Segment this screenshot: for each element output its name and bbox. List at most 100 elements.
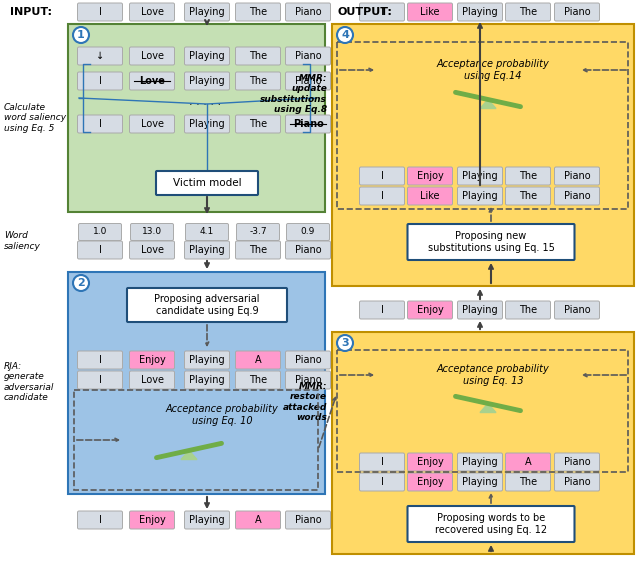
Circle shape [73, 275, 89, 291]
Text: The: The [519, 477, 537, 487]
FancyBboxPatch shape [360, 167, 404, 185]
Text: Proposing adversarial
candidate using Eq.9: Proposing adversarial candidate using Eq… [154, 294, 260, 316]
FancyBboxPatch shape [236, 371, 280, 389]
Text: Piano: Piano [294, 51, 321, 61]
Polygon shape [480, 99, 496, 109]
FancyBboxPatch shape [554, 187, 600, 205]
Bar [68, 272, 325, 494]
Circle shape [337, 335, 353, 351]
Text: Playing: Playing [462, 457, 498, 467]
FancyBboxPatch shape [129, 72, 175, 90]
FancyBboxPatch shape [458, 3, 502, 21]
Text: 3: 3 [341, 338, 349, 348]
Circle shape [73, 27, 89, 43]
Text: 0.9: 0.9 [301, 228, 315, 236]
FancyBboxPatch shape [129, 3, 175, 21]
Text: The: The [249, 245, 267, 255]
Text: I: I [381, 457, 383, 467]
FancyBboxPatch shape [129, 371, 175, 389]
Bar [68, 24, 325, 212]
Text: INPUT:: INPUT: [10, 7, 52, 17]
FancyBboxPatch shape [237, 224, 280, 240]
Text: I: I [381, 477, 383, 487]
Bar [337, 350, 628, 472]
Text: The: The [519, 305, 537, 315]
FancyBboxPatch shape [129, 47, 175, 65]
FancyBboxPatch shape [77, 3, 122, 21]
Text: . . . . .: . . . . . [189, 97, 221, 107]
FancyBboxPatch shape [129, 351, 175, 369]
Text: The: The [519, 7, 537, 17]
Text: Playing: Playing [462, 7, 498, 17]
Text: Acceptance probability
using Eq. 13: Acceptance probability using Eq. 13 [436, 364, 549, 386]
FancyBboxPatch shape [184, 371, 230, 389]
Text: Playing: Playing [462, 171, 498, 181]
FancyBboxPatch shape [554, 473, 600, 491]
FancyBboxPatch shape [360, 301, 404, 319]
FancyBboxPatch shape [184, 115, 230, 133]
FancyBboxPatch shape [408, 301, 452, 319]
FancyBboxPatch shape [131, 224, 173, 240]
Text: I: I [381, 171, 383, 181]
Text: I: I [381, 191, 383, 201]
Text: I: I [99, 375, 101, 385]
Text: The: The [249, 119, 267, 129]
Text: 13.0: 13.0 [142, 228, 162, 236]
Text: Piano: Piano [292, 119, 323, 129]
Text: Piano: Piano [564, 457, 590, 467]
FancyBboxPatch shape [360, 453, 404, 471]
Text: The: The [249, 375, 267, 385]
Text: Love: Love [141, 375, 163, 385]
Text: 4: 4 [341, 30, 349, 40]
FancyBboxPatch shape [554, 453, 600, 471]
FancyBboxPatch shape [506, 3, 550, 21]
Text: Piano: Piano [294, 76, 321, 86]
FancyBboxPatch shape [506, 167, 550, 185]
Bar [332, 24, 634, 286]
FancyBboxPatch shape [127, 288, 287, 322]
FancyBboxPatch shape [77, 47, 122, 65]
FancyBboxPatch shape [129, 241, 175, 259]
Text: Piano: Piano [294, 375, 321, 385]
Text: Piano: Piano [294, 515, 321, 525]
FancyBboxPatch shape [458, 473, 502, 491]
Text: Piano: Piano [564, 7, 590, 17]
Text: Acceptance probability
using Eq. 10: Acceptance probability using Eq. 10 [166, 404, 278, 426]
FancyBboxPatch shape [287, 224, 330, 240]
Text: 2: 2 [77, 278, 85, 288]
FancyBboxPatch shape [184, 3, 230, 21]
Text: Proposing new
substitutions using Eq. 15: Proposing new substitutions using Eq. 15 [428, 231, 554, 253]
Text: A: A [255, 355, 261, 365]
FancyBboxPatch shape [77, 115, 122, 133]
Text: Love: Love [139, 76, 165, 86]
Text: Enjoy: Enjoy [417, 171, 444, 181]
FancyBboxPatch shape [236, 3, 280, 21]
FancyBboxPatch shape [236, 72, 280, 90]
Text: I: I [99, 355, 101, 365]
FancyBboxPatch shape [408, 453, 452, 471]
Text: Acceptance probability
using Eq.14: Acceptance probability using Eq.14 [436, 59, 549, 81]
FancyBboxPatch shape [285, 47, 330, 65]
Bar [332, 332, 634, 554]
FancyBboxPatch shape [408, 473, 452, 491]
FancyBboxPatch shape [458, 187, 502, 205]
FancyBboxPatch shape [506, 187, 550, 205]
Text: Piano: Piano [294, 355, 321, 365]
Text: I: I [99, 245, 101, 255]
FancyBboxPatch shape [285, 511, 330, 529]
FancyBboxPatch shape [458, 167, 502, 185]
Text: Playing: Playing [189, 375, 225, 385]
Text: ↓: ↓ [96, 51, 104, 61]
FancyBboxPatch shape [236, 47, 280, 65]
FancyBboxPatch shape [77, 72, 122, 90]
Bar [74, 390, 318, 490]
FancyBboxPatch shape [129, 115, 175, 133]
Text: I: I [381, 305, 383, 315]
FancyBboxPatch shape [506, 301, 550, 319]
Text: Enjoy: Enjoy [417, 305, 444, 315]
Text: Piano: Piano [564, 477, 590, 487]
Text: I: I [99, 76, 101, 86]
Polygon shape [181, 450, 197, 460]
FancyBboxPatch shape [506, 473, 550, 491]
Text: MMR:
update
substitutions
using Eq.8: MMR: update substitutions using Eq.8 [260, 74, 327, 114]
